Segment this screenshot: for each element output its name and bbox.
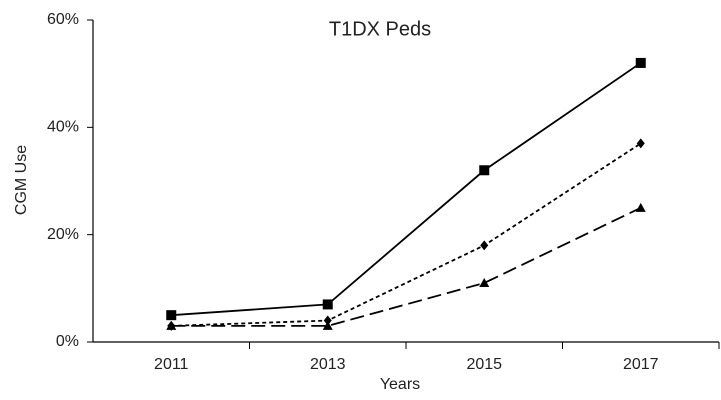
x-axis-label: Years [380,376,420,393]
y-tick-label: 60% [47,11,79,28]
x-tick-label: 2011 [154,356,189,373]
marker [636,138,645,149]
chart-title: T1DX Peds [329,18,431,40]
y-axis-label: CGM Use [13,145,30,215]
marker [322,299,333,310]
x-tick-label: 2017 [623,356,659,373]
marker [479,277,490,287]
marker [322,320,333,330]
marker [479,165,490,176]
series-line [171,142,642,327]
y-tick-label: 20% [47,226,79,243]
y-tick-label: 0% [56,333,79,350]
marker [166,320,177,330]
marker [480,240,489,251]
series-line [171,62,642,317]
marker [323,315,332,326]
y-tick-label: 40% [47,119,79,136]
marker [635,57,646,68]
marker [166,310,177,321]
series-line [171,207,642,327]
x-tick-label: 2013 [310,356,346,373]
x-tick-label: 2015 [466,356,502,373]
marker [635,202,646,212]
